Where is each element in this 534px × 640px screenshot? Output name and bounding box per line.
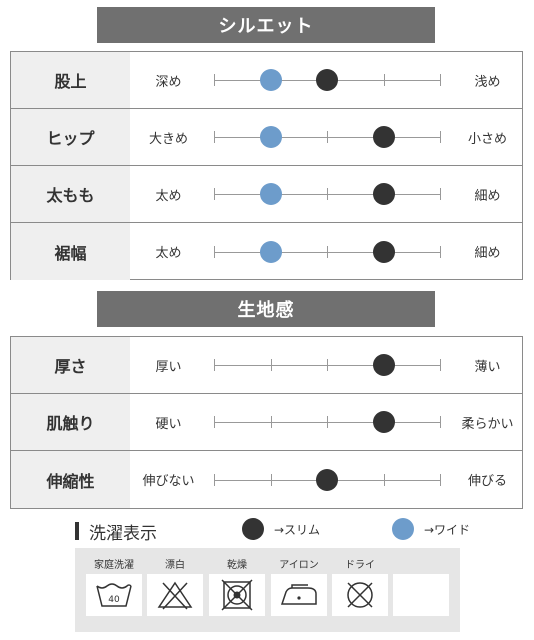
scale: [214, 52, 441, 108]
scale-tick: [440, 245, 441, 258]
care-label-dry: 乾燥: [227, 560, 247, 571]
scale-left-label: 硬い: [155, 416, 182, 432]
scale-tick: [383, 74, 385, 86]
slim-marker-dot: [316, 69, 338, 91]
slim-marker-dot: [372, 240, 395, 263]
scale: [214, 337, 441, 393]
scale-tick: [214, 416, 215, 428]
scale-left-label: 太め: [155, 246, 182, 261]
scale-tick: [270, 473, 272, 486]
fabric-header: 生地感: [97, 291, 435, 327]
scale-right-label: 伸びる: [467, 474, 507, 489]
row-label: 股上: [11, 52, 130, 108]
scale-left-label: 深め: [155, 74, 182, 90]
blue-dot-icon: [392, 518, 414, 540]
title-bar-icon: [75, 522, 79, 540]
scale-tick: [214, 188, 215, 200]
row-label: 裾幅: [11, 223, 130, 280]
fabric-row-thickness: 厚さ 厚い 薄い: [11, 337, 522, 394]
silhouette-row-hem: 裾幅 太め 細め: [11, 223, 522, 280]
fabric-table: 厚さ 厚い 薄い 肌触り 硬い 柔らかい 伸縮性 伸びない 伸びる: [10, 336, 523, 509]
empty-care-slot: [393, 574, 449, 616]
silhouette-row-rise: 股上 深め 浅め: [11, 52, 522, 109]
wash-temp-text: 40: [108, 595, 120, 605]
scale-right-label: 浅め: [474, 74, 501, 90]
scale-left-label: 厚い: [155, 359, 182, 375]
scale-tick: [214, 74, 215, 86]
scale-tick: [270, 416, 272, 428]
care-label-iron: アイロン: [279, 560, 319, 571]
row-label: 伸縮性: [11, 451, 130, 508]
scale-right-label: 薄い: [474, 359, 501, 375]
scale-tick: [214, 473, 215, 486]
legend-wide-label: →ワイド: [424, 522, 471, 537]
silhouette-table: 股上 深め 浅め ヒップ 大きめ 小さめ 太もも 太め 細め 裾幅 太め 細め: [10, 51, 523, 280]
scale-tick: [327, 416, 328, 428]
slim-marker-dot: [372, 126, 395, 148]
scale-tick: [327, 131, 328, 143]
care-title-text: 洗濯表示: [89, 523, 157, 544]
silhouette-header: シルエット: [97, 7, 435, 43]
slim-marker-dot: [372, 183, 395, 205]
scale-tick: [440, 188, 441, 200]
scale-tick: [440, 131, 441, 143]
scale-tick: [440, 473, 441, 486]
row-label: ヒップ: [11, 109, 130, 165]
scale-tick: [270, 359, 272, 371]
scale-tick: [440, 74, 441, 86]
scale-right-label: 細め: [474, 246, 501, 261]
scale-left-label: 太め: [155, 188, 182, 204]
wide-marker-dot: [259, 183, 282, 205]
legend-slim-label: →スリム: [274, 522, 321, 537]
scale: [214, 109, 441, 165]
scale: [214, 451, 441, 508]
no-bleach-icon: [147, 574, 203, 616]
scale-tick: [327, 359, 328, 371]
black-dot-icon: [242, 518, 264, 540]
scale-left-label: 伸びない: [142, 474, 195, 489]
legend-slim: →スリム: [242, 518, 320, 540]
row-label: 太もも: [11, 166, 130, 222]
scale-tick: [214, 245, 215, 258]
slim-marker-dot: [316, 468, 338, 491]
wide-marker-dot: [259, 126, 282, 148]
scale-tick: [440, 359, 441, 371]
care-title: 洗濯表示: [75, 520, 157, 544]
slim-marker-dot: [372, 411, 395, 433]
iron-icon: [271, 574, 327, 616]
fabric-row-stretch: 伸縮性 伸びない 伸びる: [11, 451, 522, 508]
scale-tick: [327, 245, 328, 258]
scale-left-label: 大きめ: [148, 131, 188, 147]
no-dryclean-icon: [332, 574, 388, 616]
row-label: 厚さ: [11, 337, 130, 393]
scale-right-label: 柔らかい: [461, 416, 514, 432]
silhouette-row-thigh: 太もも 太め 細め: [11, 166, 522, 223]
scale: [214, 223, 441, 280]
scale-tick: [327, 188, 328, 200]
scale-tick: [440, 416, 441, 428]
scale-right-label: 小さめ: [467, 131, 507, 147]
legend-wide: →ワイド: [392, 518, 470, 540]
silhouette-row-hip: ヒップ 大きめ 小さめ: [11, 109, 522, 166]
wide-marker-dot: [259, 69, 282, 91]
washtub-40-icon: 40: [86, 574, 142, 616]
scale-tick: [214, 131, 215, 143]
row-label: 肌触り: [11, 394, 130, 450]
care-label-bleach: 漂白: [165, 560, 185, 571]
scale-right-label: 細め: [474, 188, 501, 204]
care-label-dryclean: ドライ: [345, 560, 375, 571]
fabric-row-texture: 肌触り 硬い 柔らかい: [11, 394, 522, 451]
no-tumble-dry-icon: [209, 574, 265, 616]
scale-tick: [214, 359, 215, 371]
scale: [214, 394, 441, 450]
scale: [214, 166, 441, 222]
slim-marker-dot: [372, 354, 395, 376]
wide-marker-dot: [259, 240, 282, 263]
scale-tick: [383, 473, 385, 486]
care-label-wash: 家庭洗濯: [94, 560, 134, 571]
